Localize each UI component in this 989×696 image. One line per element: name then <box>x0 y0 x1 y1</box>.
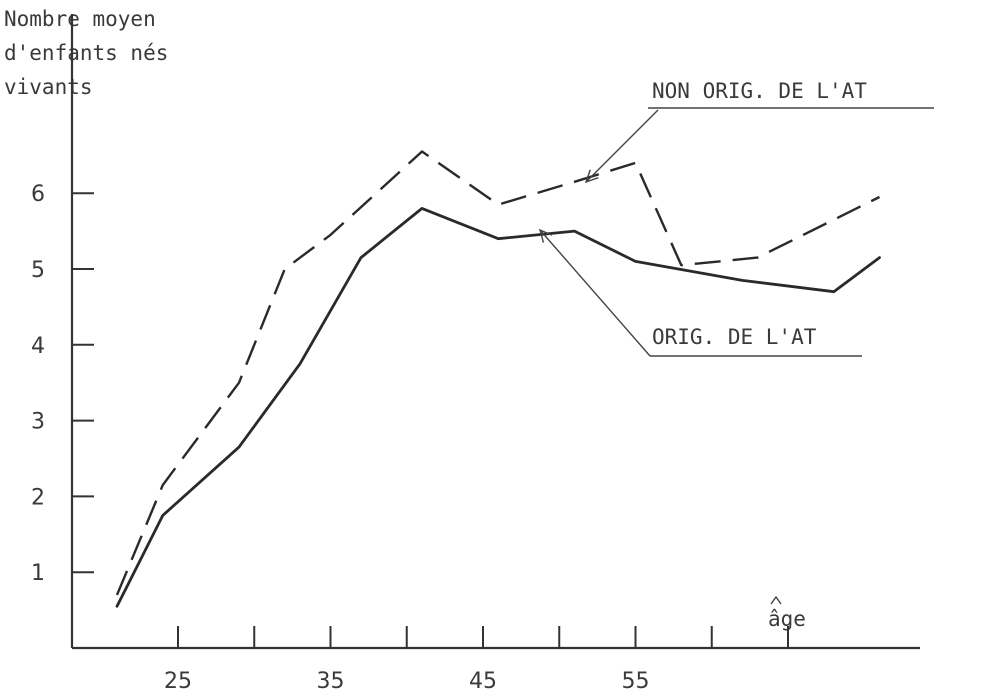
x-axis-title: âge <box>768 607 806 631</box>
series-line-non-orig <box>115 150 881 596</box>
axes <box>70 14 920 650</box>
x-axis-ticks: 25 35 45 55 <box>164 626 789 694</box>
y-axis-title: Nombre moyen d'enfants nés vivants <box>4 7 168 99</box>
y-tick-label: 3 <box>31 410 45 435</box>
x-tick-label: 55 <box>622 669 650 694</box>
y-tick-label: 4 <box>31 334 45 359</box>
y-tick-label: 2 <box>31 485 45 510</box>
legend-label-non-orig: NON ORIG. DE L'AT <box>652 79 867 103</box>
callout-arrowhead <box>584 169 599 184</box>
x-tick-label: 45 <box>469 669 497 694</box>
caret-mark <box>770 595 782 605</box>
callout-leader <box>585 109 659 183</box>
y-axis-title-line: Nombre moyen <box>4 7 156 31</box>
y-tick-label: 6 <box>31 182 45 207</box>
y-tick-label: 5 <box>31 258 45 283</box>
callout-arrowhead <box>538 228 553 243</box>
series-line-orig <box>115 206 881 608</box>
y-axis-title-line: d'enfants nés <box>4 41 168 65</box>
callout-leader <box>539 229 651 357</box>
x-tick-label: 35 <box>317 669 345 694</box>
series-lines <box>115 150 881 608</box>
legend-label-orig: ORIG. DE L'AT <box>652 325 817 349</box>
y-axis-ticks: 1 2 3 4 5 6 <box>31 182 94 586</box>
series-callouts: NON ORIG. DE L'AT ORIG. DE L'AT <box>538 79 934 605</box>
y-axis-title-line: vivants <box>4 75 93 99</box>
x-tick-label: 25 <box>164 669 192 694</box>
y-tick-label: 1 <box>31 561 45 586</box>
